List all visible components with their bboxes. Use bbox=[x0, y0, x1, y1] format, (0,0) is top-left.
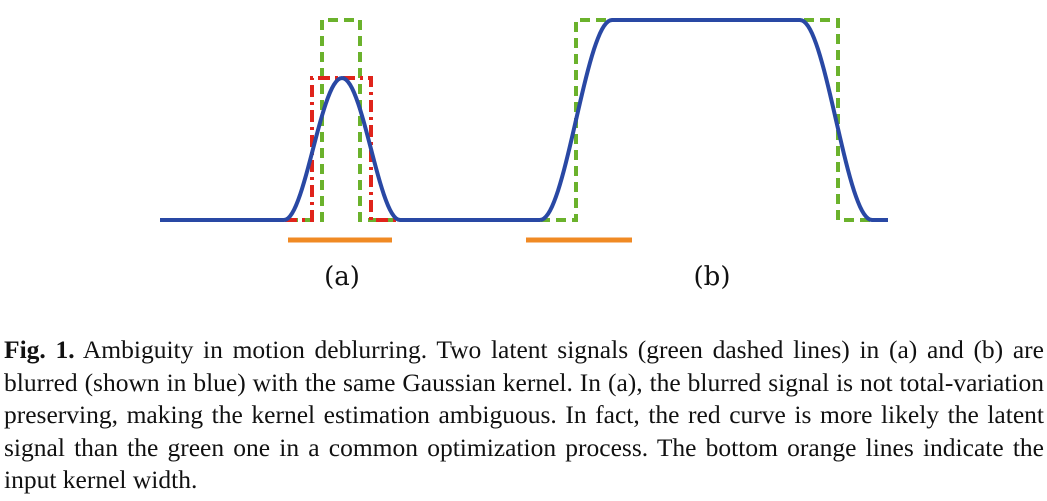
green-latent-signal-b bbox=[540, 18, 886, 222]
blue-blurred-signal-a bbox=[160, 75, 540, 222]
caption-label: Fig. 1. bbox=[4, 335, 75, 364]
caption-text: Ambiguity in motion deblurring. Two late… bbox=[4, 335, 1044, 494]
panel-label-b: (b) bbox=[693, 262, 731, 292]
green-latent-signal-a bbox=[160, 18, 520, 222]
red-latent-signal-a bbox=[160, 76, 400, 222]
figure-plot bbox=[160, 18, 888, 243]
blue-blurred-signal-b bbox=[539, 18, 888, 222]
panel-label-a: (a) bbox=[324, 262, 360, 292]
figure: (a) (b) bbox=[160, 18, 888, 292]
figure-caption: Fig. 1. Ambiguity in motion deblurring. … bbox=[4, 334, 1044, 497]
